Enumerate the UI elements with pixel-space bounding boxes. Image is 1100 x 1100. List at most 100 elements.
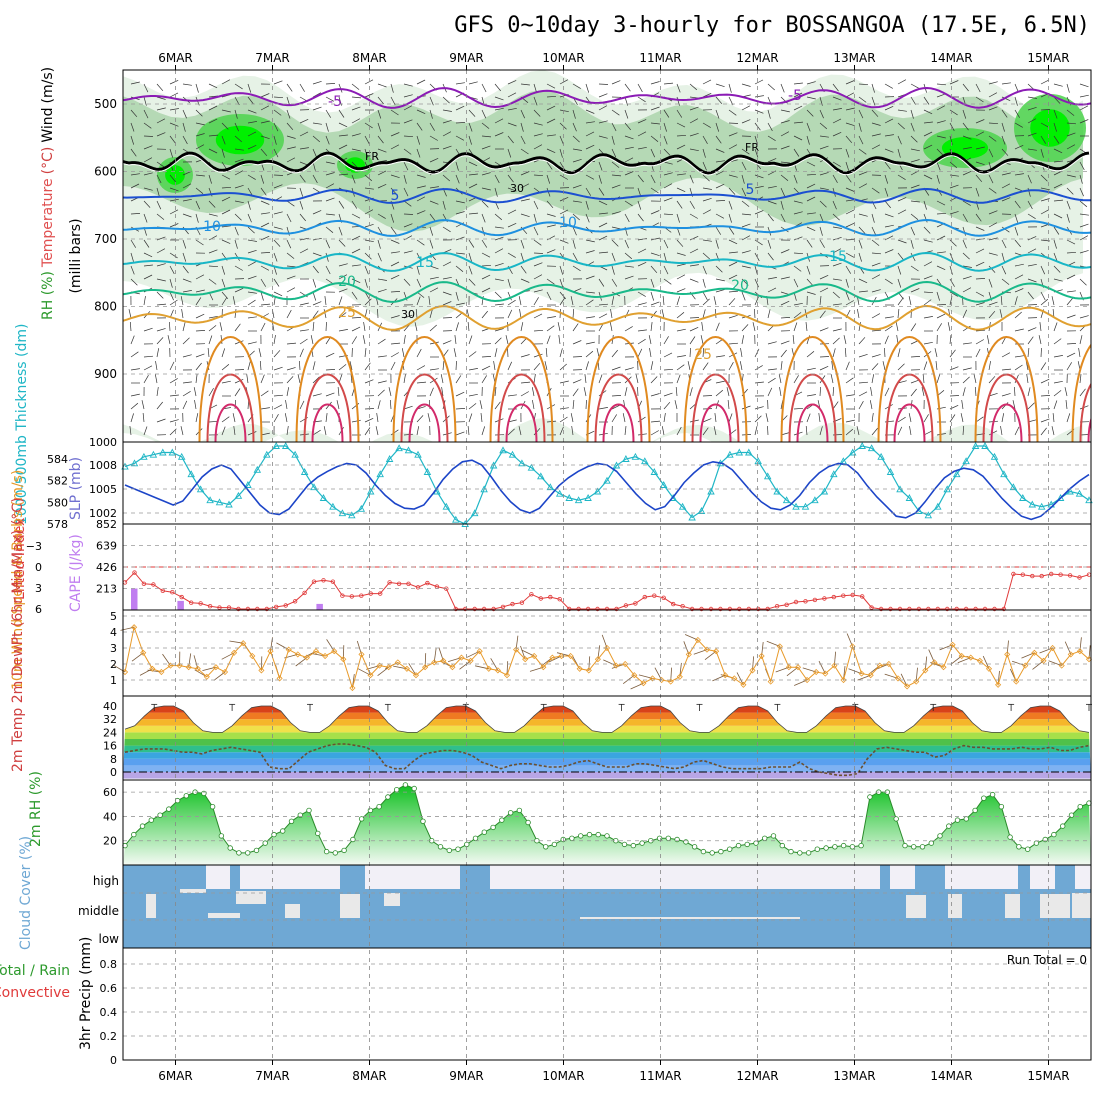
- wind-barb: [364, 427, 371, 436]
- wind-barb: [507, 394, 517, 397]
- wind-barb: [806, 367, 816, 371]
- wind-barb: [312, 80, 322, 85]
- wind-barb: [312, 252, 322, 257]
- wind-barb: [832, 213, 840, 221]
- wind-barb: [715, 122, 720, 132]
- wind-barb: [1053, 390, 1062, 397]
- rh-point: [376, 804, 382, 810]
- wind-speed-point: [221, 668, 229, 676]
- wind-barb: [559, 239, 569, 244]
- thickness-point: [650, 468, 659, 475]
- wind-barb: [806, 109, 814, 117]
- wind-barb: [1038, 335, 1042, 345]
- wind-barb: [1027, 248, 1037, 254]
- wind-barb: [598, 83, 609, 85]
- wind-barb: [923, 144, 933, 150]
- temp-contour-minus5: [123, 86, 1091, 109]
- wind-barb: [897, 380, 907, 384]
- rh-point: [981, 795, 987, 801]
- thickness-point: [924, 511, 933, 519]
- wind-barb: [871, 144, 881, 150]
- precip-convective-label: Convective: [0, 985, 70, 1001]
- date-label-bottom: 14MAR: [930, 1069, 972, 1083]
- thickness-point: [584, 494, 592, 501]
- wind-barb: [793, 407, 804, 410]
- wind-barb: [858, 252, 862, 262]
- wind-barb: [585, 275, 595, 280]
- rh-point: [840, 842, 847, 849]
- wind-barb: [442, 261, 452, 267]
- chart-title: GFS 0~10day 3-hourly for BOSSANGOA (17.5…: [454, 13, 1090, 38]
- wind-barb: [714, 413, 717, 423]
- wind-barb: [975, 83, 981, 93]
- lifted-index-point: [1058, 572, 1063, 577]
- upper-air-ylabel: RH (%)Temperature(°C)Wind(m/s): [40, 67, 56, 320]
- wind-barb: [1027, 263, 1037, 267]
- wind-barb: [818, 413, 821, 423]
- wind-barb: [999, 309, 1003, 319]
- wind-speed-point: [622, 660, 629, 668]
- wind-barb: [234, 388, 241, 397]
- wind-barb: [871, 83, 875, 93]
- wind-barb: [1040, 347, 1042, 358]
- wind-barb: [520, 183, 530, 189]
- wind-barb: [858, 109, 864, 119]
- low-level-temp-loop: [699, 403, 732, 442]
- wind-barb: [1066, 200, 1071, 210]
- wind-barb: [962, 387, 966, 397]
- wind-barb: [481, 365, 491, 371]
- wind-barb: [780, 187, 786, 197]
- wind-barb: [793, 121, 804, 124]
- wind-barb: [272, 322, 275, 332]
- wind-barb: [728, 342, 739, 345]
- wind-barb: [455, 431, 465, 436]
- wind-barb: [845, 252, 855, 258]
- wind-barb: [663, 265, 669, 275]
- wind-barb: [182, 265, 189, 274]
- wind-barb: [494, 213, 503, 221]
- low-level-temp-loop: [982, 373, 1031, 442]
- temp-tick-label: 32: [103, 713, 117, 726]
- temp-line: [124, 705, 1090, 733]
- wind-barb: [247, 226, 255, 234]
- wind-barb: [1053, 83, 1063, 87]
- wind-barb: [727, 399, 730, 410]
- wind-barb: [533, 226, 539, 236]
- wind-barb: [351, 419, 361, 423]
- slp-line: [124, 459, 1090, 521]
- wind-barb: [325, 122, 329, 132]
- wind-barb: [869, 400, 873, 410]
- temp-contour-label: 25: [338, 305, 356, 321]
- wind-barb: [702, 427, 709, 436]
- wind-barb: [585, 174, 595, 180]
- wind-barb: [260, 174, 265, 184]
- rh-point: [315, 830, 321, 837]
- wind-barb: [962, 252, 970, 260]
- wind-barb: [324, 296, 327, 306]
- rh-point: [963, 816, 969, 822]
- wind-barb: [494, 96, 504, 101]
- wind-barb: [401, 348, 405, 358]
- wind-barb: [299, 83, 305, 92]
- wind-barb: [689, 336, 696, 345]
- wind-barb: [689, 264, 699, 267]
- wind-barb: [780, 249, 790, 254]
- wind-barb: [363, 322, 366, 332]
- wind-barb: [676, 252, 686, 256]
- wind-barb: [598, 161, 603, 171]
- wind-barb: [312, 148, 317, 158]
- wind-barb: [583, 387, 587, 397]
- lifted-index-point: [765, 606, 770, 612]
- lifted-index-point: [330, 579, 336, 584]
- wind-barb: [624, 83, 631, 92]
- wind-barb: [1001, 226, 1010, 233]
- wind-barb-10m: [377, 666, 389, 677]
- wind-barb: [845, 174, 852, 183]
- wind-barb: [518, 426, 522, 436]
- wind-barb: [234, 287, 244, 293]
- rh-point: [919, 844, 926, 850]
- rh-area: [123, 784, 1091, 865]
- wind-barb: [702, 278, 706, 288]
- lifted-index-point: [283, 603, 288, 608]
- wind-barb: [286, 157, 296, 163]
